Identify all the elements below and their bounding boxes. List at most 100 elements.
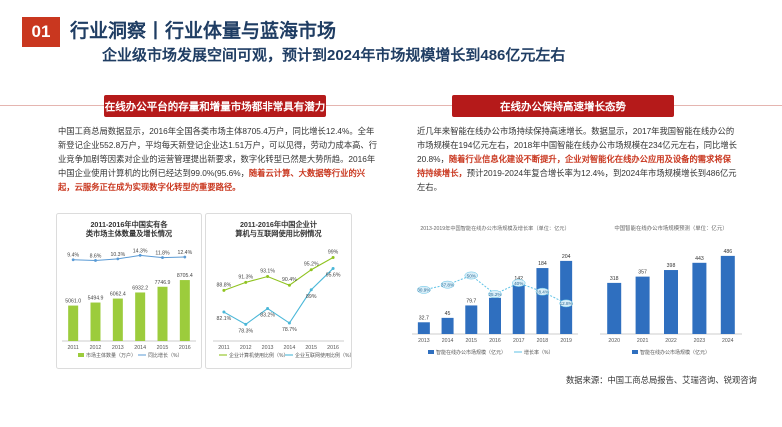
bar-label: 204 (562, 254, 571, 260)
chart-title: 2013-2019年中国智能在线办公市场规模及增长率（单位：亿元） (420, 224, 569, 232)
line-point (417, 285, 431, 294)
line-label: 99% (328, 249, 339, 255)
line-label: 89% (306, 294, 317, 300)
line-point (71, 258, 75, 262)
bar (512, 283, 525, 334)
line-point (331, 255, 335, 259)
data-source-note: 数据来源：中国工商总局报告、艾瑞咨询、锐观咨询 (566, 375, 757, 385)
line-point (309, 288, 313, 292)
chart-online-office-market: 2013-2019年中国智能在线办公市场规模及增长率（单位：亿元） 32.7 201… (406, 218, 584, 368)
line-point (116, 257, 120, 261)
line-point (244, 322, 248, 326)
legend-label-bar: 市场主体数量（万户） (86, 352, 136, 359)
line-label: 88.8% (217, 282, 232, 288)
line-label: 83.2% (260, 313, 275, 319)
x-tick-label: 2019 (560, 338, 572, 344)
x-tick-label: 2013 (262, 345, 274, 351)
legend-label-line: 同比增长（%） (148, 352, 182, 359)
legend-label-bar: 智能在线办公市场规模（亿元） (640, 349, 710, 356)
legend-label: 企业计算机使用比例（%） (229, 352, 288, 359)
line-label: 78.3% (238, 328, 253, 334)
bar (135, 292, 146, 341)
bar-label: 79.7 (466, 298, 476, 304)
x-tick-label: 2016 (179, 345, 191, 351)
series-line (73, 254, 185, 261)
bar (720, 255, 735, 334)
bar-label: 398 (667, 263, 676, 269)
line-point (464, 271, 479, 280)
bar-label: 184 (538, 261, 547, 267)
section-number-badge: 01 (22, 17, 60, 47)
line-point (222, 288, 226, 292)
chart-title: 中国智能在线办公市场规模预测（单位：亿元） (614, 224, 727, 232)
chart-title: 算机与互联网使用比例情况 (234, 229, 322, 238)
line-label: 9.4% (67, 253, 79, 259)
line-point (440, 280, 455, 289)
x-tick-label: 2011 (67, 345, 78, 351)
x-tick-label: 2023 (694, 338, 706, 344)
line-point (559, 299, 573, 308)
x-tick-label: 2016 (327, 345, 339, 351)
line-point (183, 255, 187, 259)
line-label: 12.4% (177, 250, 192, 256)
legend-swatch-bar (428, 350, 434, 354)
bar-label: 357 (638, 270, 647, 276)
right-paragraph-text: 近几年来智能在线办公市场持续保持高速增长。数据显示，2017年我国智能在线办公的… (417, 126, 737, 164)
bar (607, 282, 622, 334)
x-tick-label: 2015 (157, 345, 169, 351)
line-label: 78.7% (282, 327, 297, 333)
x-tick-label: 2014 (284, 345, 296, 351)
bar-label: 5494.9 (88, 296, 104, 302)
legend-label: 企业互联网使用比例（%） (295, 352, 352, 359)
line-point (138, 253, 142, 257)
line-point (244, 280, 248, 284)
line-point (331, 266, 335, 270)
bar (465, 305, 478, 334)
line-point (266, 307, 270, 311)
line-label: 37.8% (441, 282, 454, 287)
line-point (266, 275, 270, 279)
line-point (488, 290, 502, 298)
line-point (287, 283, 291, 287)
x-tick-label: 2013 (112, 345, 124, 351)
line-point (309, 268, 313, 272)
line-label: 25.2% (488, 292, 501, 297)
bar-label: 443 (695, 256, 704, 262)
x-tick-label: 2014 (134, 345, 146, 351)
chart-online-office-forecast: 中国智能在线办公市场规模预测（单位：亿元） 318 2020 357 2021 398 20… (594, 218, 748, 368)
bar (417, 322, 430, 334)
bar (489, 297, 501, 334)
line-point (161, 256, 164, 259)
x-tick-label: 2011 (218, 345, 229, 351)
bar (664, 270, 678, 334)
line-label: 95.2% (304, 262, 319, 268)
bar (635, 276, 650, 334)
bar-label: 8705.4 (177, 273, 193, 279)
x-tick-label: 2012 (90, 345, 102, 351)
line-label: 10.3% (110, 252, 125, 258)
series-line (223, 256, 334, 291)
legend-label-line: 增长率（%） (524, 349, 553, 356)
series-line (223, 268, 334, 325)
line-label: 40% (514, 281, 523, 286)
bar (536, 268, 549, 334)
line-label: 30.9% (417, 288, 430, 293)
bar-label: 32.7 (419, 315, 429, 321)
legend-swatch-bar (78, 353, 84, 357)
line-label: 12.8% (560, 301, 573, 306)
bar-label: 6932.2 (132, 285, 148, 291)
line-point (94, 259, 97, 262)
x-tick-label: 2018 (537, 338, 549, 344)
x-tick-label: 2015 (466, 338, 478, 344)
page-subtitle: 企业级市场发展空间可观，预计到2024年市场规模增长到486亿元左右 (102, 47, 566, 64)
bar-label: 318 (610, 276, 619, 282)
bar-label: 7746.9 (155, 280, 171, 286)
left-paragraph: 中国工商总局数据显示，2016年全国各类市场主体8705.4万户，同比增长12.… (58, 124, 380, 194)
bar (179, 280, 190, 341)
bar-label: 5061.0 (65, 299, 81, 305)
bar (90, 302, 101, 341)
chart-computer-internet-usage: 2011-2016年中国企业计 算机与互联网使用比例情况 2011 2012 2013 2… (205, 213, 352, 369)
